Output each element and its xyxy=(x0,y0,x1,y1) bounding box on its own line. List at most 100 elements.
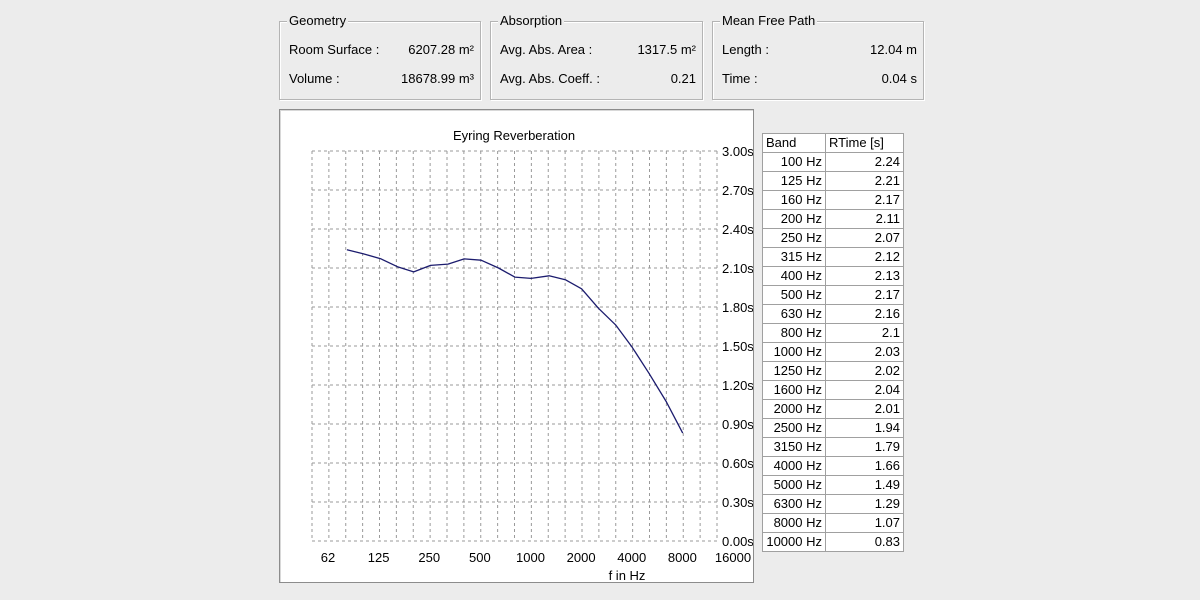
mfp-length-value: 12.04 m xyxy=(870,42,917,57)
reverberation-data-point xyxy=(614,324,617,327)
reverberation-data-point xyxy=(548,274,551,277)
x-tick-label: 4000 xyxy=(617,550,646,565)
table-row[interactable]: 6300 Hz 1.29 xyxy=(762,494,904,514)
band-cell: 8000 Hz xyxy=(762,513,826,533)
reverberation-data-point xyxy=(362,252,365,255)
band-cell: 315 Hz xyxy=(762,247,826,267)
mean-free-path-title: Mean Free Path xyxy=(720,13,818,29)
table-row[interactable]: 1250 Hz 2.02 xyxy=(762,361,904,381)
band-cell: 200 Hz xyxy=(762,209,826,229)
y-tick-label: 0.00s xyxy=(722,534,753,549)
band-cell: 500 Hz xyxy=(762,285,826,305)
rtime-cell: 2.21 xyxy=(825,171,904,191)
reverberation-data-point xyxy=(648,372,651,375)
y-tick-label: 3.00s xyxy=(722,144,753,159)
chart-ticks: 0.00s 0.30s 0.60s 0.90s 1.20s 1.50s 1.80s 2.10s… xyxy=(321,144,753,565)
table-row[interactable]: 250 Hz 2.07 xyxy=(762,228,904,248)
rtime-cell: 1.07 xyxy=(825,513,904,533)
table-row[interactable]: 800 Hz 2.1 xyxy=(762,323,904,343)
table-row[interactable]: 315 Hz 2.12 xyxy=(762,247,904,267)
table-row[interactable]: 2000 Hz 2.01 xyxy=(762,399,904,419)
y-tick-label: 2.10s xyxy=(722,261,753,276)
band-cell: 1000 Hz xyxy=(762,342,826,362)
x-tick-label: 125 xyxy=(368,550,390,565)
y-tick-label: 2.70s xyxy=(722,183,753,198)
band-cell: 4000 Hz xyxy=(762,456,826,476)
rtime-cell: 1.94 xyxy=(825,418,904,438)
x-tick-label: 250 xyxy=(418,550,440,565)
y-tick-label: 2.40s xyxy=(722,222,753,237)
rtime-cell: 2.02 xyxy=(825,361,904,381)
reverberation-data-point xyxy=(396,265,399,268)
reverberation-data-point xyxy=(530,277,533,280)
mean-free-path-group: Mean Free Path Length : 12.04 m Time : 0… xyxy=(712,13,924,100)
band-cell: 2000 Hz xyxy=(762,399,826,419)
band-cell: 1600 Hz xyxy=(762,380,826,400)
band-cell: 160 Hz xyxy=(762,190,826,210)
band-cell: 1250 Hz xyxy=(762,361,826,381)
table-row[interactable]: 400 Hz 2.13 xyxy=(762,266,904,286)
abs-coeff-label: Avg. Abs. Coeff. : xyxy=(500,71,600,86)
y-tick-label: 1.80s xyxy=(722,300,753,315)
band-cell: 800 Hz xyxy=(762,323,826,343)
rtime-cell: 2.13 xyxy=(825,266,904,286)
abs-coeff-row: Avg. Abs. Coeff. : 0.21 xyxy=(500,71,696,87)
band-cell: 630 Hz xyxy=(762,304,826,324)
mfp-time-label: Time : xyxy=(722,71,758,86)
table-row[interactable]: 125 Hz 2.21 xyxy=(762,171,904,191)
rtime-cell: 1.29 xyxy=(825,494,904,514)
rtime-column-header[interactable]: RTime [s] xyxy=(825,133,904,153)
band-cell: 250 Hz xyxy=(762,228,826,248)
abs-area-value: 1317.5 m² xyxy=(637,42,696,57)
reverberation-data-point xyxy=(345,248,348,251)
table-row[interactable]: 10000 Hz 0.83 xyxy=(762,532,904,552)
rtime-cell: 2.03 xyxy=(825,342,904,362)
reverberation-data-point xyxy=(665,400,668,403)
reverberation-data-point xyxy=(463,257,466,260)
rtime-cell: 2.12 xyxy=(825,247,904,267)
table-row[interactable]: 8000 Hz 1.07 xyxy=(762,513,904,533)
band-cell: 3150 Hz xyxy=(762,437,826,457)
table-row[interactable]: 1000 Hz 2.03 xyxy=(762,342,904,362)
table-row[interactable]: 500 Hz 2.17 xyxy=(762,285,904,305)
band-column-header[interactable]: Band xyxy=(762,133,826,153)
band-cell: 2500 Hz xyxy=(762,418,826,438)
rtime-cell: 2.04 xyxy=(825,380,904,400)
rtime-cell: 2.24 xyxy=(825,152,904,172)
table-row[interactable]: 630 Hz 2.16 xyxy=(762,304,904,324)
reverberation-data-point xyxy=(429,264,432,267)
reverberation-data-point xyxy=(513,276,516,279)
reverberation-data-point xyxy=(480,259,483,262)
table-row[interactable]: 160 Hz 2.17 xyxy=(762,190,904,210)
rtime-cell: 1.79 xyxy=(825,437,904,457)
table-body: 100 Hz 2.24 125 Hz 2.21 160 Hz 2.17 200 Hz 2.11… xyxy=(762,152,904,552)
table-row[interactable]: 100 Hz 2.24 xyxy=(762,152,904,172)
rtime-cell: 1.66 xyxy=(825,456,904,476)
chart-series xyxy=(345,248,684,434)
y-tick-label: 1.20s xyxy=(722,378,753,393)
table-row[interactable]: 1600 Hz 2.04 xyxy=(762,380,904,400)
mfp-length-row: Length : 12.04 m xyxy=(722,42,917,58)
abs-area-row: Avg. Abs. Area : 1317.5 m² xyxy=(500,42,696,58)
band-cell: 6300 Hz xyxy=(762,494,826,514)
geometry-group: Geometry Room Surface : 6207.28 m² Volum… xyxy=(279,13,481,100)
x-tick-label: 62 xyxy=(321,550,335,565)
reverberation-series-line xyxy=(346,249,684,434)
x-tick-label: 2000 xyxy=(567,550,596,565)
volume-row: Volume : 18678.99 m³ xyxy=(289,71,474,87)
table-row[interactable]: 200 Hz 2.11 xyxy=(762,209,904,229)
x-tick-label: 1000 xyxy=(516,550,545,565)
table-row[interactable]: 2500 Hz 1.94 xyxy=(762,418,904,438)
absorption-group: Absorption Avg. Abs. Area : 1317.5 m² Av… xyxy=(490,13,703,100)
rtime-cell: 2.16 xyxy=(825,304,904,324)
reverberation-data-point xyxy=(580,287,583,290)
rtime-cell: 2.17 xyxy=(825,190,904,210)
chart-title: Eyring Reverberation xyxy=(453,128,575,143)
room-surface-value: 6207.28 m² xyxy=(408,42,474,57)
table-row[interactable]: 3150 Hz 1.79 xyxy=(762,437,904,457)
band-cell: 5000 Hz xyxy=(762,475,826,495)
table-row[interactable]: 4000 Hz 1.66 xyxy=(762,456,904,476)
mfp-time-value: 0.04 s xyxy=(881,71,917,86)
volume-value: 18678.99 m³ xyxy=(401,71,474,86)
table-row[interactable]: 5000 Hz 1.49 xyxy=(762,475,904,495)
